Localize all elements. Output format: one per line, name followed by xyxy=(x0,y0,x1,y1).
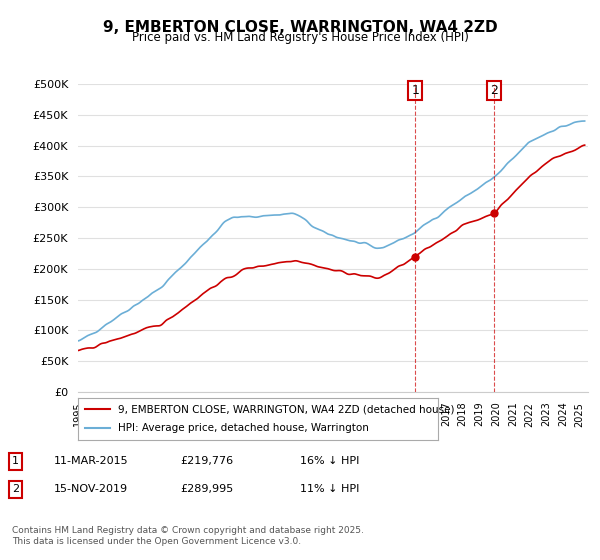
Text: 2: 2 xyxy=(490,83,498,97)
Text: Contains HM Land Registry data © Crown copyright and database right 2025.
This d: Contains HM Land Registry data © Crown c… xyxy=(12,526,364,546)
Text: £219,776: £219,776 xyxy=(180,456,233,466)
Text: 9, EMBERTON CLOSE, WARRINGTON, WA4 2ZD (detached house): 9, EMBERTON CLOSE, WARRINGTON, WA4 2ZD (… xyxy=(118,404,454,414)
Text: 9, EMBERTON CLOSE, WARRINGTON, WA4 2ZD: 9, EMBERTON CLOSE, WARRINGTON, WA4 2ZD xyxy=(103,20,497,35)
Text: 1: 1 xyxy=(412,83,419,97)
Text: 16% ↓ HPI: 16% ↓ HPI xyxy=(300,456,359,466)
Text: 11-MAR-2015: 11-MAR-2015 xyxy=(54,456,128,466)
Text: 11% ↓ HPI: 11% ↓ HPI xyxy=(300,484,359,494)
Text: 2: 2 xyxy=(12,484,19,494)
Text: £289,995: £289,995 xyxy=(180,484,233,494)
Text: HPI: Average price, detached house, Warrington: HPI: Average price, detached house, Warr… xyxy=(118,423,368,433)
Text: 15-NOV-2019: 15-NOV-2019 xyxy=(54,484,128,494)
Text: Price paid vs. HM Land Registry's House Price Index (HPI): Price paid vs. HM Land Registry's House … xyxy=(131,31,469,44)
Text: 1: 1 xyxy=(12,456,19,466)
